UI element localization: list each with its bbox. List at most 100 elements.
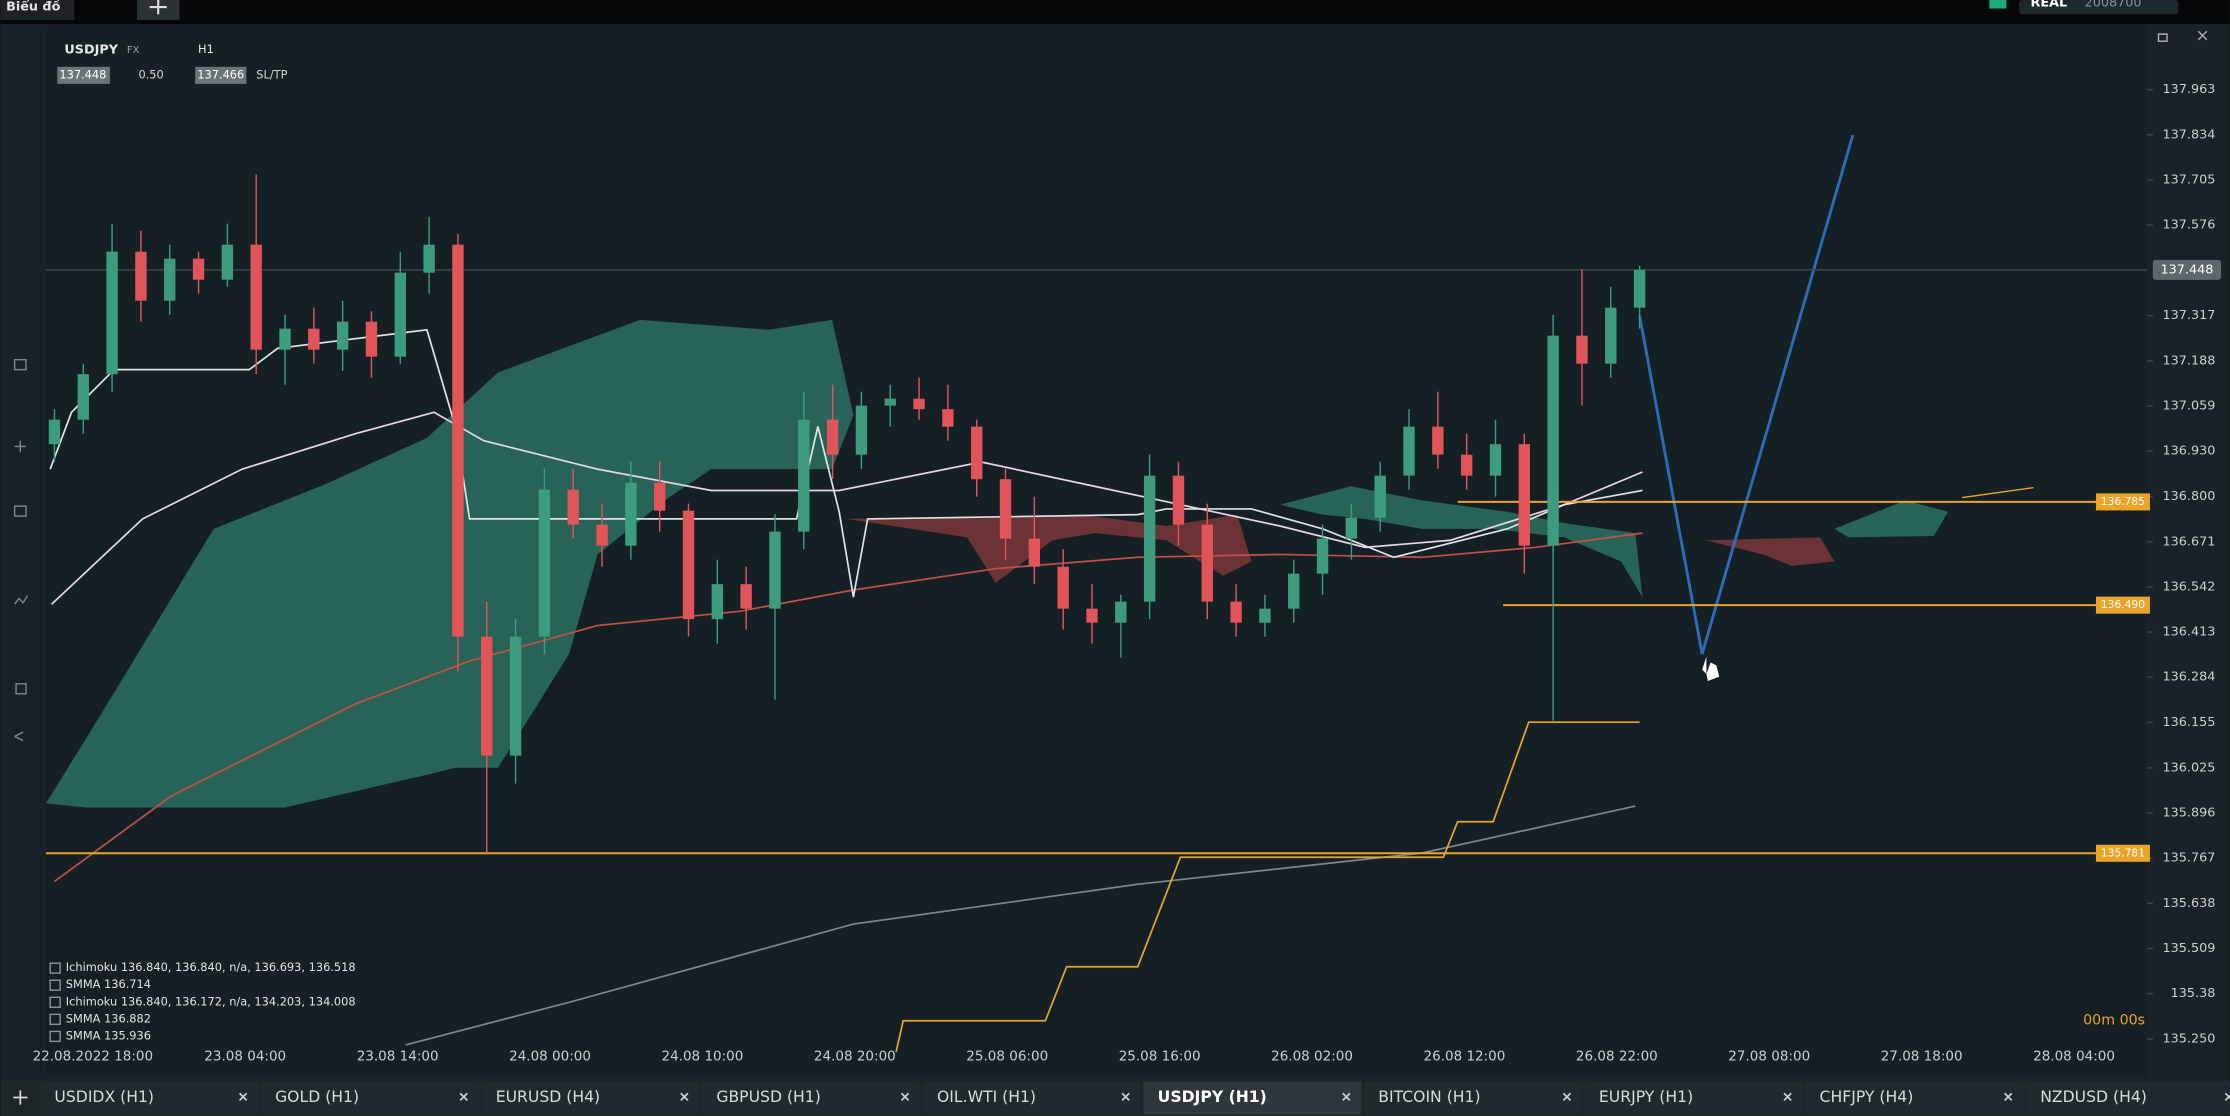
y-tick-label: 136.025 bbox=[2163, 760, 2216, 775]
add-tab-button[interactable] bbox=[13, 1090, 28, 1105]
symbol-tab[interactable] bbox=[481, 1081, 700, 1115]
smma-line bbox=[405, 805, 1636, 1046]
candle-body bbox=[77, 374, 89, 420]
projection-drawing[interactable] bbox=[1638, 134, 1855, 655]
y-tick-label: 137.317 bbox=[2163, 308, 2216, 323]
symbol-tab-label: CHFJPY (H4) bbox=[1820, 1087, 1914, 1106]
bid-price: 137.448 bbox=[59, 67, 106, 81]
candle-body bbox=[1403, 426, 1415, 476]
account-type: REAL bbox=[2031, 0, 2068, 10]
candle-body bbox=[135, 251, 147, 301]
close-tab-icon[interactable] bbox=[680, 1092, 689, 1101]
candle-body bbox=[913, 398, 925, 410]
candle-body bbox=[164, 258, 176, 301]
bid-box[interactable] bbox=[57, 66, 110, 84]
symbol-tab[interactable] bbox=[260, 1081, 479, 1115]
symbol-tab-label: OIL.WTI (H1) bbox=[937, 1087, 1036, 1106]
close-tab-icon[interactable] bbox=[459, 1092, 468, 1101]
legend-icon[interactable] bbox=[49, 979, 61, 991]
symbol[interactable]: USDJPY bbox=[64, 42, 118, 57]
close-tab-icon[interactable] bbox=[1342, 1092, 1351, 1101]
candle-body bbox=[336, 321, 349, 350]
candle-body bbox=[394, 272, 406, 357]
legend-icon[interactable] bbox=[49, 996, 61, 1008]
x-tick-label: 27.08 08:00 bbox=[1728, 1048, 1810, 1064]
symbol-tab[interactable] bbox=[702, 1081, 920, 1115]
symbol-tab-label: BITCOIN (H1) bbox=[1378, 1087, 1480, 1106]
candle-body bbox=[1288, 573, 1300, 609]
ask-price: 137.466 bbox=[197, 67, 244, 81]
y-tick-label: 136.671 bbox=[2163, 534, 2216, 549]
legend-icon[interactable] bbox=[49, 1013, 61, 1026]
x-tick-label: 23.08 14:00 bbox=[357, 1048, 439, 1064]
symbol-tab-label: GBPUSD (H1) bbox=[716, 1087, 821, 1106]
candle-body bbox=[1518, 444, 1530, 546]
candle-body bbox=[1432, 426, 1444, 455]
symbol-tab[interactable] bbox=[2025, 1081, 2230, 1115]
x-tick-label: 24.08 10:00 bbox=[662, 1048, 744, 1064]
symbol-tab[interactable] bbox=[1143, 1081, 1362, 1115]
level-tag[interactable] bbox=[2095, 493, 2150, 511]
level-tag[interactable] bbox=[2095, 596, 2150, 614]
candle-body bbox=[1172, 475, 1185, 525]
price-tag-label: 137.448 bbox=[2160, 262, 2213, 277]
candle-body bbox=[423, 244, 435, 273]
candle-body bbox=[1576, 335, 1588, 364]
close-tab-icon[interactable] bbox=[900, 1092, 910, 1101]
cloud-edge bbox=[1962, 486, 2034, 499]
window-controls[interactable] bbox=[2157, 30, 2208, 42]
timeframe[interactable]: H1 bbox=[198, 42, 214, 56]
candle-body bbox=[740, 584, 752, 609]
legend-icon[interactable] bbox=[49, 962, 61, 974]
candle-body bbox=[538, 489, 551, 637]
x-tick-label: 26.08 02:00 bbox=[1271, 1048, 1353, 1064]
level-tag-label: 135.781 bbox=[2101, 846, 2145, 859]
y-tick-label: 135.509 bbox=[2163, 941, 2216, 956]
symbol-tab[interactable] bbox=[922, 1081, 1141, 1115]
close-tab-icon[interactable] bbox=[1562, 1092, 1572, 1101]
sltp-button[interactable]: SL/TP bbox=[256, 67, 287, 81]
ichimoku-cloud bbox=[45, 319, 854, 808]
candle-body bbox=[1028, 538, 1041, 567]
y-tick-label: 136.413 bbox=[2163, 625, 2216, 640]
symbol-tab-label: GOLD (H1) bbox=[275, 1087, 359, 1106]
window-tab[interactable] bbox=[0, 0, 75, 20]
x-tick-label: 27.08 18:00 bbox=[1881, 1048, 1963, 1064]
symbol-tab-label: EURJPY (H1) bbox=[1599, 1087, 1693, 1106]
ask-box[interactable] bbox=[195, 66, 247, 84]
plus-icon bbox=[149, 0, 167, 15]
candle-body bbox=[1230, 601, 1242, 623]
candle-body bbox=[798, 419, 810, 532]
legend-icon[interactable] bbox=[49, 1030, 61, 1043]
x-tick-label: 22.08.2022 18:00 bbox=[33, 1048, 154, 1064]
level-tag[interactable] bbox=[2095, 844, 2150, 862]
symbol-tab[interactable] bbox=[1584, 1081, 1803, 1115]
candle-body bbox=[48, 419, 61, 445]
close-tab-icon[interactable] bbox=[1783, 1092, 1792, 1101]
close-tab-icon[interactable] bbox=[238, 1092, 248, 1101]
y-tick-label: 137.705 bbox=[2163, 172, 2216, 187]
close-tab-icon[interactable] bbox=[2004, 1092, 2013, 1101]
candle-body bbox=[1115, 601, 1127, 623]
x-tick-label: 26.08 22:00 bbox=[1576, 1048, 1658, 1064]
smma-line bbox=[51, 411, 1643, 605]
symbol-tab[interactable] bbox=[1364, 1081, 1582, 1115]
ichimoku-cloud bbox=[1279, 486, 1643, 598]
symbol-tab[interactable] bbox=[1805, 1081, 2024, 1115]
symbol-tab[interactable] bbox=[40, 1081, 259, 1115]
close-tab-icon[interactable] bbox=[2224, 1092, 2230, 1101]
symbol-tab-label: USDJPY (H1) bbox=[1158, 1087, 1267, 1106]
candle-body bbox=[1259, 608, 1271, 623]
top-bar bbox=[0, 0, 2230, 25]
x-tick-label: 25.08 06:00 bbox=[966, 1048, 1048, 1064]
close-tab-icon[interactable] bbox=[1121, 1092, 1130, 1101]
candle-body bbox=[596, 524, 608, 546]
candle-body bbox=[884, 398, 896, 406]
smma-line bbox=[53, 532, 1643, 883]
candle-body bbox=[942, 409, 954, 427]
market: FX bbox=[127, 45, 140, 56]
account-box[interactable] bbox=[2019, 0, 2179, 15]
left-toolbar bbox=[0, 25, 44, 1078]
ichimoku-cloud bbox=[1834, 500, 1949, 538]
